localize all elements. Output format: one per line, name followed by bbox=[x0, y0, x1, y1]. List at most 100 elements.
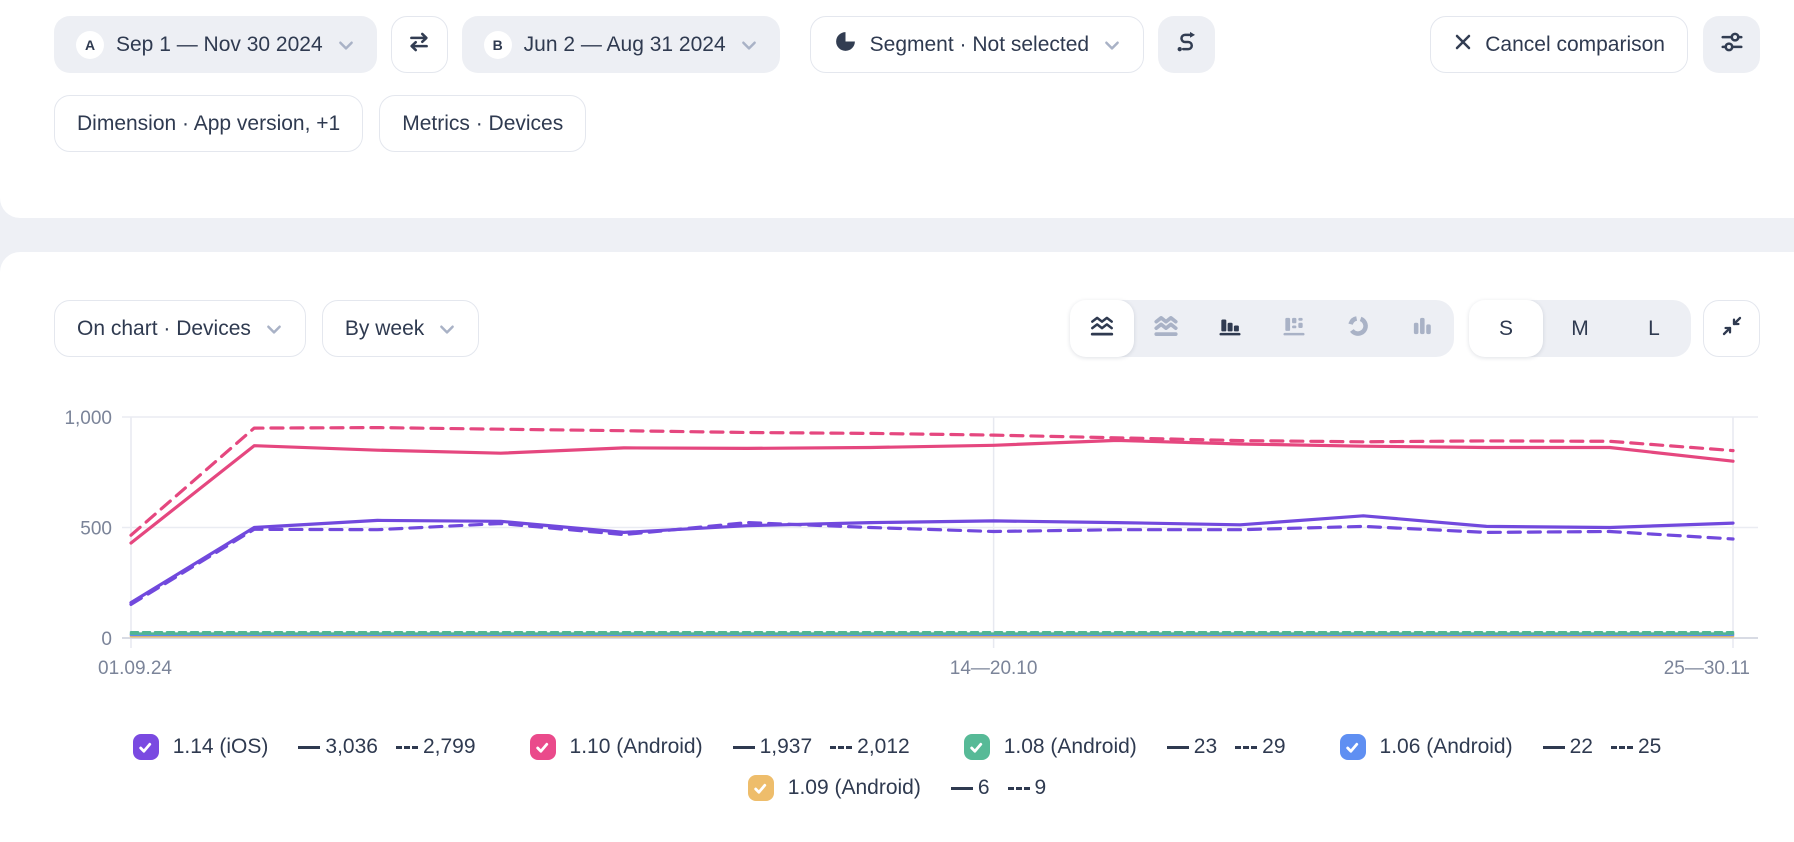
size-s-label: S bbox=[1498, 316, 1513, 340]
metrics-selector[interactable]: Metrics · Devices bbox=[379, 95, 587, 152]
series-line bbox=[129, 521, 1735, 606]
legend-item[interactable]: 1.08 (Android) 23 29 bbox=[963, 734, 1286, 760]
legend-row-2: 1.09 (Android) 6 9 bbox=[0, 775, 1794, 801]
chart-type-line[interactable] bbox=[1070, 300, 1134, 357]
size-l-label: L bbox=[1648, 316, 1660, 340]
chevron-down-icon bbox=[1103, 36, 1121, 54]
legend-item[interactable]: 1.06 (Android) 22 25 bbox=[1339, 734, 1662, 760]
solid-period-value: 23 bbox=[1193, 735, 1218, 758]
series-values: 6 9 bbox=[950, 776, 1046, 800]
period-a-badge: A bbox=[76, 30, 104, 59]
size-option-l[interactable]: L bbox=[1617, 300, 1691, 357]
line-chart-icon bbox=[1089, 313, 1115, 344]
dashed-line-sample bbox=[1007, 786, 1030, 790]
column-chart-icon bbox=[1409, 313, 1435, 344]
solid-period-value: 3,036 bbox=[325, 735, 378, 758]
solid-line-sample bbox=[732, 745, 755, 749]
solid-period-value: 22 bbox=[1569, 735, 1593, 758]
stacked-area-icon bbox=[1153, 313, 1179, 344]
chart-type-donut[interactable] bbox=[1326, 300, 1390, 357]
series-values: 3,036 2,799 bbox=[298, 735, 476, 759]
granularity-selector[interactable]: By week bbox=[321, 300, 480, 357]
period-b-selector[interactable]: B Jun 2 — Aug 31 2024 bbox=[461, 16, 780, 73]
size-m-label: M bbox=[1571, 316, 1589, 340]
collapse-chart-button[interactable] bbox=[1703, 300, 1760, 357]
close-icon bbox=[1453, 32, 1473, 58]
chart-type-column[interactable] bbox=[1390, 300, 1454, 357]
bar-chart-icon bbox=[1217, 313, 1243, 344]
devices-line-chart[interactable]: 0 500 1,000 01.09.24 14—20.10 25—30.11 bbox=[0, 402, 1794, 692]
dashed-period-value: 25 bbox=[1637, 735, 1662, 758]
series-values: 1,937 2,012 bbox=[732, 735, 910, 759]
segment-compare-button[interactable] bbox=[1158, 16, 1216, 73]
chart-legend: 1.14 (iOS) 3,036 2,799 1.10 (Android) 1,… bbox=[0, 734, 1794, 801]
series-checkbox[interactable] bbox=[747, 775, 774, 801]
chart-type-stacked-area[interactable] bbox=[1134, 300, 1198, 357]
period-b-label: Jun 2 — Aug 31 2024 bbox=[523, 32, 726, 56]
granularity-label: By week bbox=[344, 316, 425, 340]
comparison-toolbar: A Sep 1 — Nov 30 2024 B Jun 2 — Aug 31 2… bbox=[54, 16, 1760, 73]
donut-chart-icon bbox=[1345, 313, 1371, 344]
dashed-period-value: 29 bbox=[1262, 735, 1286, 758]
solid-line-sample bbox=[1166, 745, 1189, 749]
dashed-line-sample bbox=[830, 745, 853, 749]
period-b-badge: B bbox=[483, 30, 512, 59]
series-values: 22 25 bbox=[1542, 735, 1662, 759]
series-checkbox[interactable] bbox=[1339, 734, 1366, 760]
solid-period-value: 6 bbox=[977, 776, 990, 799]
y-tick-label: 500 bbox=[80, 519, 112, 540]
series-line bbox=[129, 514, 1735, 605]
cancel-comparison-button[interactable]: Cancel comparison bbox=[1430, 16, 1688, 73]
on-chart-label: On chart · Devices bbox=[77, 316, 251, 340]
swap-periods-button[interactable] bbox=[390, 16, 448, 73]
series-values: 23 29 bbox=[1166, 735, 1286, 759]
legend-item[interactable]: 1.09 (Android) 6 9 bbox=[747, 775, 1046, 801]
y-tick-label: 0 bbox=[101, 629, 112, 650]
legend-item[interactable]: 1.10 (Android) 1,937 2,012 bbox=[529, 734, 910, 760]
chevron-down-icon bbox=[337, 36, 355, 54]
size-option-s[interactable]: S bbox=[1469, 300, 1543, 357]
sliders-icon bbox=[1719, 29, 1745, 61]
dimension-selector[interactable]: Dimension · App version, +1 bbox=[54, 95, 364, 152]
chart-type-stacked-bar[interactable] bbox=[1262, 300, 1326, 357]
chart-size-toggle-group: S M L bbox=[1469, 300, 1691, 357]
legend-item[interactable]: 1.14 (iOS) 3,036 2,799 bbox=[132, 734, 476, 760]
y-tick-label: 1,000 bbox=[64, 408, 112, 429]
dimension-label: Dimension · App version, +1 bbox=[77, 111, 341, 135]
solid-line-sample bbox=[950, 786, 973, 790]
series-label: 1.14 (iOS) bbox=[172, 735, 269, 758]
chevron-down-icon bbox=[740, 36, 758, 54]
series-checkbox[interactable] bbox=[529, 734, 556, 760]
chart-type-bar[interactable] bbox=[1198, 300, 1262, 357]
solid-line-sample bbox=[298, 745, 321, 749]
on-chart-metric-selector[interactable]: On chart · Devices bbox=[54, 300, 306, 357]
series-checkbox[interactable] bbox=[963, 734, 990, 760]
period-a-label: Sep 1 — Nov 30 2024 bbox=[116, 32, 323, 56]
period-a-selector[interactable]: A Sep 1 — Nov 30 2024 bbox=[54, 16, 377, 73]
dashed-period-value: 2,799 bbox=[422, 735, 476, 758]
cancel-comparison-label: Cancel comparison bbox=[1485, 32, 1665, 56]
swap-icon bbox=[406, 29, 432, 61]
series-line bbox=[129, 426, 1735, 537]
size-option-m[interactable]: M bbox=[1543, 300, 1617, 357]
report-settings-button[interactable] bbox=[1703, 16, 1760, 73]
series-label: 1.08 (Android) bbox=[1003, 735, 1137, 758]
x-tick-label: 25—30.11 bbox=[1664, 658, 1750, 679]
route-path-icon bbox=[1174, 29, 1200, 61]
pie-segment-icon bbox=[833, 29, 858, 60]
series-label: 1.10 (Android) bbox=[569, 735, 703, 758]
dashed-line-sample bbox=[1610, 745, 1633, 749]
chart-type-toggle-group bbox=[1070, 300, 1454, 357]
dashed-line-sample bbox=[1235, 745, 1258, 749]
x-tick-label: 14—20.10 bbox=[950, 658, 1038, 679]
filters-header: A Sep 1 — Nov 30 2024 B Jun 2 — Aug 31 2… bbox=[0, 0, 1794, 218]
dashed-line-sample bbox=[395, 745, 418, 749]
series-line bbox=[129, 438, 1735, 545]
segment-label: Segment · Not selected bbox=[869, 32, 1090, 56]
collapse-arrows-icon bbox=[1720, 314, 1744, 344]
chevron-down-icon bbox=[265, 320, 283, 338]
series-checkbox[interactable] bbox=[132, 734, 159, 760]
chart-controls-row: On chart · Devices By week bbox=[54, 300, 1760, 357]
segment-selector[interactable]: Segment · Not selected bbox=[809, 16, 1145, 73]
series-label: 1.09 (Android) bbox=[787, 776, 921, 799]
